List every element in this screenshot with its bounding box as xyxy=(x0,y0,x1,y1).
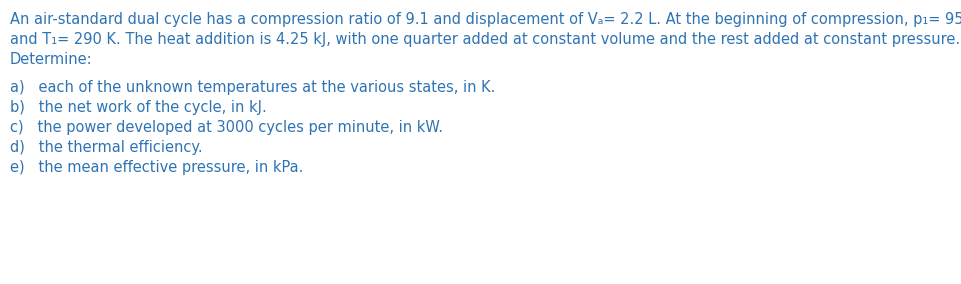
Text: and T₁= 290 K. The heat addition is 4.25 kJ, with one quarter added at constant : and T₁= 290 K. The heat addition is 4.25… xyxy=(10,32,959,47)
Text: Determine:: Determine: xyxy=(10,52,92,67)
Text: b)   the net work of the cycle, in kJ.: b) the net work of the cycle, in kJ. xyxy=(10,100,266,115)
Text: An air-standard dual cycle has a compression ratio of 9.1 and displacement of Vₐ: An air-standard dual cycle has a compres… xyxy=(10,12,961,27)
Text: e)   the mean effective pressure, in kPa.: e) the mean effective pressure, in kPa. xyxy=(10,160,303,175)
Text: c)   the power developed at 3000 cycles per minute, in kW.: c) the power developed at 3000 cycles pe… xyxy=(10,120,442,135)
Text: a)   each of the unknown temperatures at the various states, in K.: a) each of the unknown temperatures at t… xyxy=(10,80,495,95)
Text: d)   the thermal efficiency.: d) the thermal efficiency. xyxy=(10,140,203,155)
